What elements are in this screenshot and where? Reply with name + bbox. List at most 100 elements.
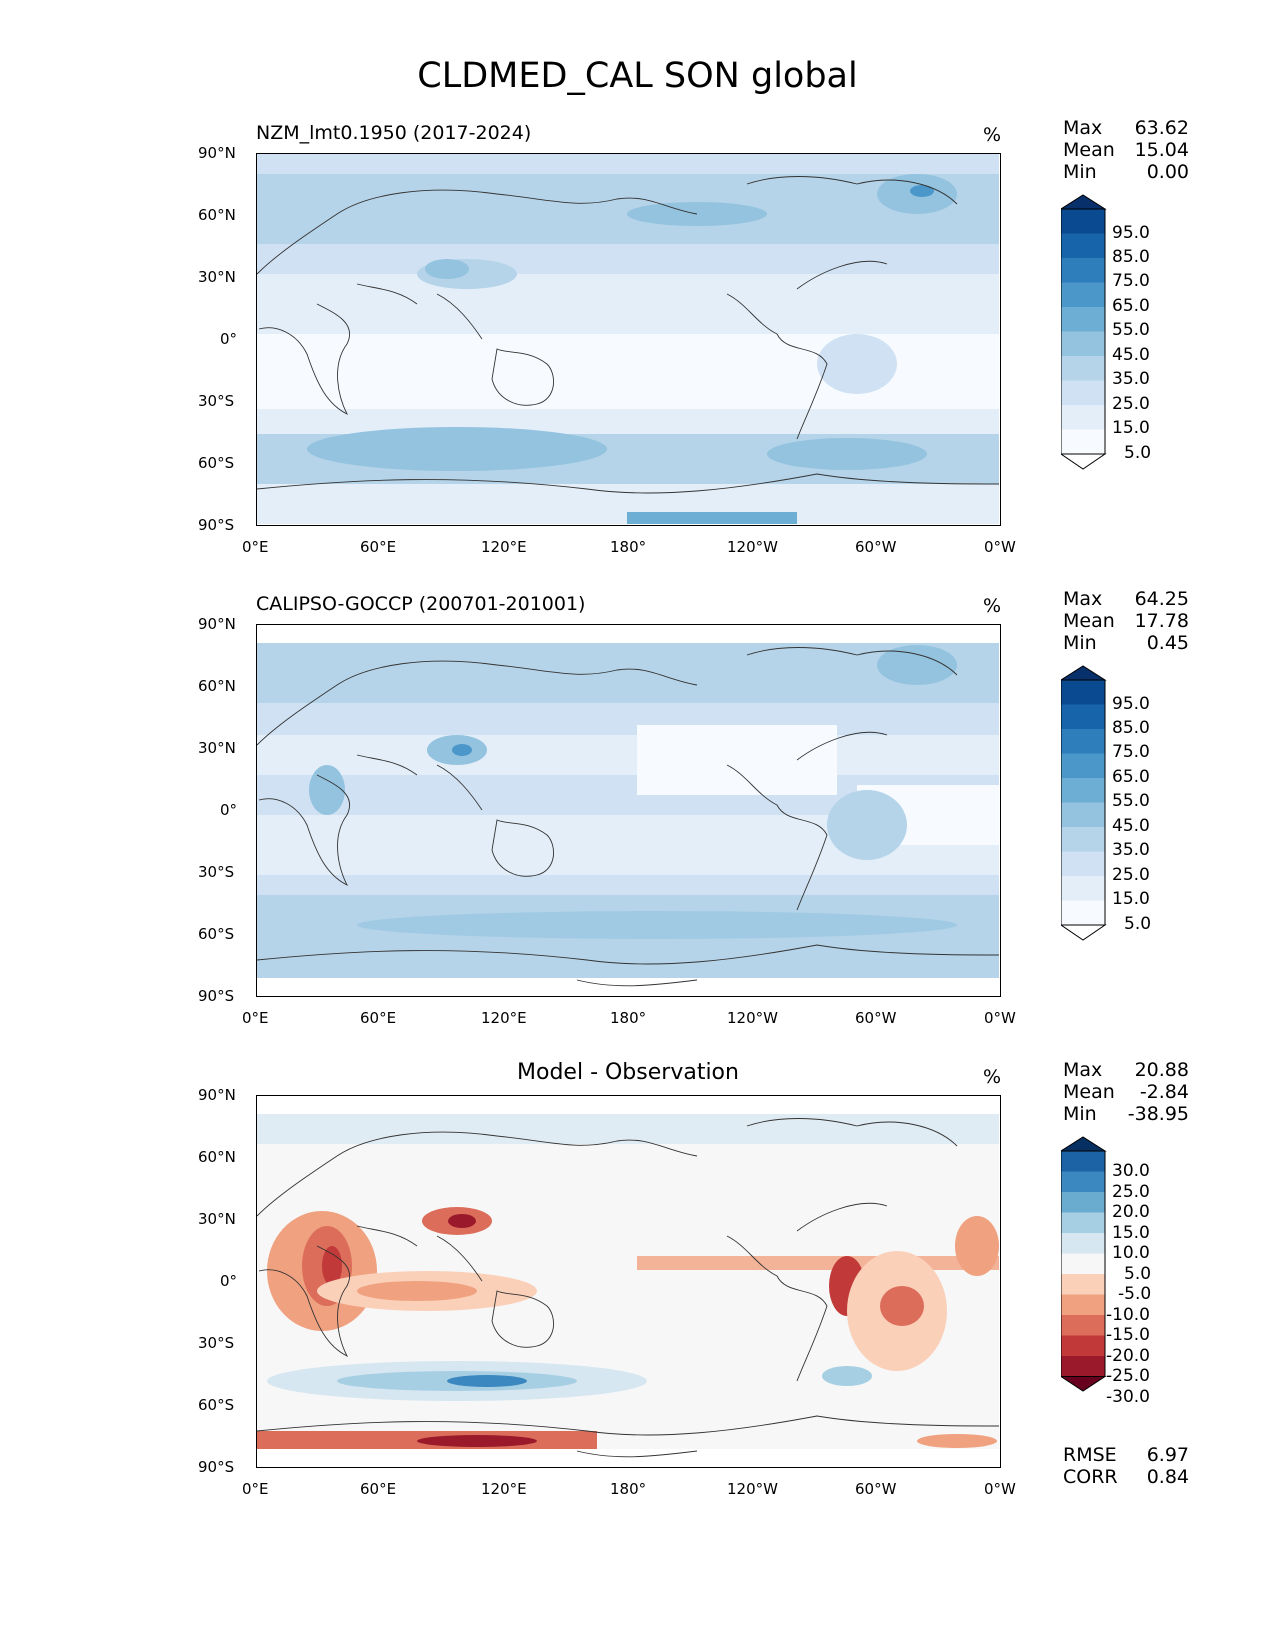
lat-tick: 30°S — [198, 1334, 235, 1352]
lon-tick: 60°W — [855, 538, 897, 556]
stat-value: 20.88 — [1134, 1059, 1189, 1081]
lon-tick: 120°W — [727, 538, 778, 556]
lon-tick: 0°W — [984, 1009, 1016, 1027]
lat-tick: 60°N — [198, 677, 236, 695]
lat-tick: 30°N — [198, 268, 236, 286]
colorbar-tick: -5.0 — [1118, 1284, 1152, 1304]
lat-tick: 60°S — [198, 454, 235, 472]
lon-tick: 0°W — [984, 1480, 1016, 1498]
lat-tick: 60°S — [198, 925, 235, 943]
lat-tick: 90°N — [198, 1086, 236, 1104]
colorbar-tick: -15.0 — [1106, 1325, 1150, 1345]
colorbar — [1059, 664, 1109, 968]
colorbar-tick: 65.0 — [1112, 767, 1150, 787]
colorbar-graphic — [1059, 665, 1107, 941]
lon-tick: 60°E — [360, 538, 397, 556]
lon-tick: 180° — [610, 1009, 647, 1027]
stat-value: 64.25 — [1134, 588, 1189, 610]
colorbar-tick: 15.0 — [1112, 889, 1150, 909]
lon-tick: 120°E — [481, 538, 527, 556]
colorbar-tick: 25.0 — [1112, 865, 1150, 885]
colorbar-tick: 45.0 — [1112, 816, 1150, 836]
lat-tick: 90°S — [198, 1458, 235, 1476]
lon-tick: 0°E — [242, 538, 269, 556]
colorbar-tick: 75.0 — [1112, 742, 1150, 762]
panel-title: Model - Observation — [517, 1060, 739, 1085]
colorbar-graphic — [1059, 1136, 1107, 1392]
metric-label: RMSE — [1063, 1444, 1117, 1466]
colorbar-tick: 5.0 — [1124, 443, 1152, 463]
lat-tick: 90°S — [198, 987, 235, 1005]
stat-value: 15.04 — [1134, 139, 1189, 161]
colorbar-tick: -20.0 — [1106, 1346, 1150, 1366]
stat-value: 63.62 — [1134, 117, 1189, 139]
colorbar-tick: 85.0 — [1112, 247, 1150, 267]
colorbar-tick: 45.0 — [1112, 345, 1150, 365]
lon-tick: 120°W — [727, 1009, 778, 1027]
colorbar — [1059, 1135, 1109, 1439]
stat-label: Min — [1063, 1103, 1097, 1125]
stat-label: Mean — [1063, 610, 1115, 632]
colorbar-tick: 15.0 — [1112, 1223, 1150, 1243]
colorbar-tick: 35.0 — [1112, 840, 1150, 860]
stat-value: -38.95 — [1127, 1103, 1189, 1125]
panel-title: NZM_lmt0.1950 (2017-2024) — [256, 122, 532, 144]
lon-tick: 120°W — [727, 1480, 778, 1498]
units-label: % — [983, 124, 1002, 146]
colorbar-tick: 55.0 — [1112, 791, 1150, 811]
colorbar-tick: 5.0 — [1124, 1264, 1152, 1284]
colorbar-tick: -30.0 — [1106, 1387, 1150, 1407]
stat-label: Max — [1063, 1059, 1103, 1081]
lat-tick: 0° — [220, 801, 238, 819]
colorbar-tick: 95.0 — [1112, 223, 1150, 243]
metric-value: 0.84 — [1146, 1466, 1189, 1488]
colorbar-tick: 20.0 — [1112, 1202, 1150, 1222]
panel-title: CALIPSO-GOCCP (200701-201001) — [256, 593, 586, 615]
lat-tick: 30°N — [198, 1210, 236, 1228]
colorbar-tick: 85.0 — [1112, 718, 1150, 738]
lat-tick: 30°S — [198, 392, 235, 410]
units-label: % — [983, 1066, 1002, 1088]
stats-block: Max 63.62 Mean 15.04 Min 0.00 — [1063, 117, 1189, 183]
lat-tick: 0° — [220, 1272, 238, 1290]
colorbar-tick: 30.0 — [1112, 1161, 1150, 1181]
map-observation — [256, 624, 1001, 997]
stats-block: Max 64.25 Mean 17.78 Min 0.45 — [1063, 588, 1189, 654]
map-difference — [256, 1095, 1001, 1468]
colorbar-tick: -25.0 — [1106, 1366, 1150, 1386]
lon-tick: 120°E — [481, 1480, 527, 1498]
stat-value: 0.45 — [1146, 632, 1189, 654]
colorbar-tick: 10.0 — [1112, 1243, 1150, 1263]
colorbar-graphic — [1059, 194, 1107, 470]
stat-label: Mean — [1063, 1081, 1115, 1103]
colorbar-tick: -10.0 — [1106, 1305, 1150, 1325]
colorbar-tick: 25.0 — [1112, 1182, 1150, 1202]
stat-value: 0.00 — [1146, 161, 1189, 183]
lat-tick: 90°S — [198, 516, 235, 534]
colorbar-tick: 5.0 — [1124, 914, 1152, 934]
lon-tick: 120°E — [481, 1009, 527, 1027]
lat-tick: 30°S — [198, 863, 235, 881]
lat-tick: 60°N — [198, 1148, 236, 1166]
lon-tick: 180° — [610, 538, 647, 556]
colorbar-tick: 75.0 — [1112, 271, 1150, 291]
colorbar-tick: 15.0 — [1112, 418, 1150, 438]
lat-tick: 30°N — [198, 739, 236, 757]
lon-tick: 60°W — [855, 1480, 897, 1498]
stat-value: 17.78 — [1134, 610, 1189, 632]
colorbar-tick: 65.0 — [1112, 296, 1150, 316]
colorbar-tick: 35.0 — [1112, 369, 1150, 389]
lat-tick: 60°S — [198, 1396, 235, 1414]
lon-tick: 60°W — [855, 1009, 897, 1027]
stat-label: Max — [1063, 117, 1103, 139]
lat-tick: 90°N — [198, 144, 236, 162]
units-label: % — [983, 595, 1002, 617]
map-model — [256, 153, 1001, 526]
stat-label: Max — [1063, 588, 1103, 610]
lon-tick: 60°E — [360, 1009, 397, 1027]
lon-tick: 60°E — [360, 1480, 397, 1498]
metric-label: CORR — [1063, 1466, 1118, 1488]
lat-tick: 0° — [220, 330, 238, 348]
metrics-block: RMSE 6.97 CORR 0.84 — [1063, 1444, 1189, 1488]
stat-label: Min — [1063, 632, 1097, 654]
